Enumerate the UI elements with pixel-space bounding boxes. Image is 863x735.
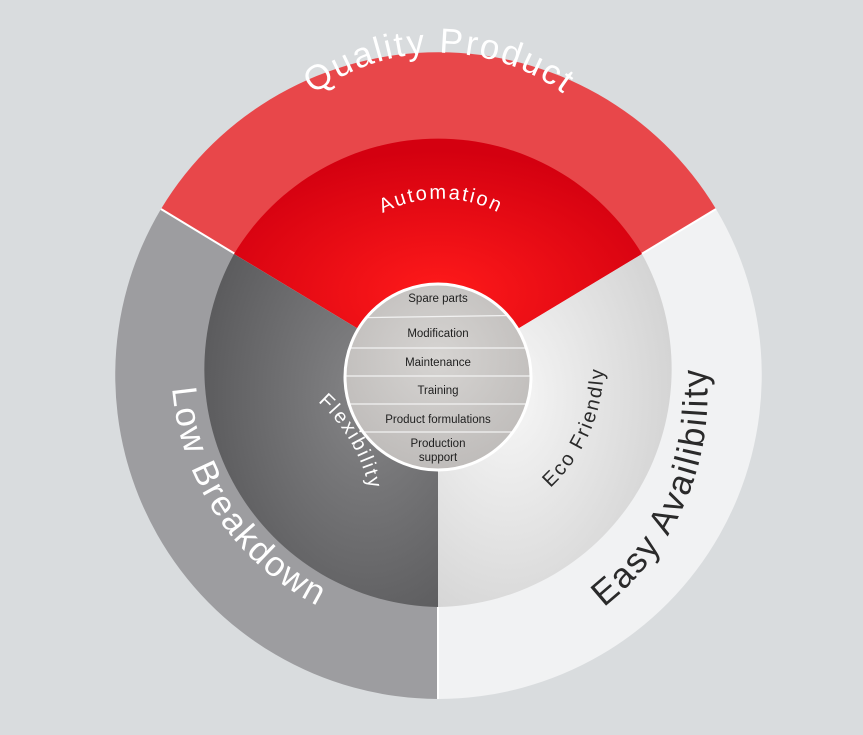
core-circle xyxy=(345,284,531,470)
inner-sector-top xyxy=(234,138,642,377)
core-item-product-formulations: Product formulations xyxy=(385,414,491,426)
core-services: Spare parts Modification Maintenance Tra… xyxy=(343,282,533,472)
core-item-training: Training xyxy=(417,385,458,397)
core-item-spare-parts: Spare parts xyxy=(408,293,468,305)
core-item-production-line1: Production xyxy=(411,438,466,450)
core-border xyxy=(343,282,533,472)
core-item-maintenance: Maintenance xyxy=(405,357,471,369)
core-item-modification: Modification xyxy=(407,328,468,340)
core-item-production-line2: support xyxy=(419,452,458,464)
